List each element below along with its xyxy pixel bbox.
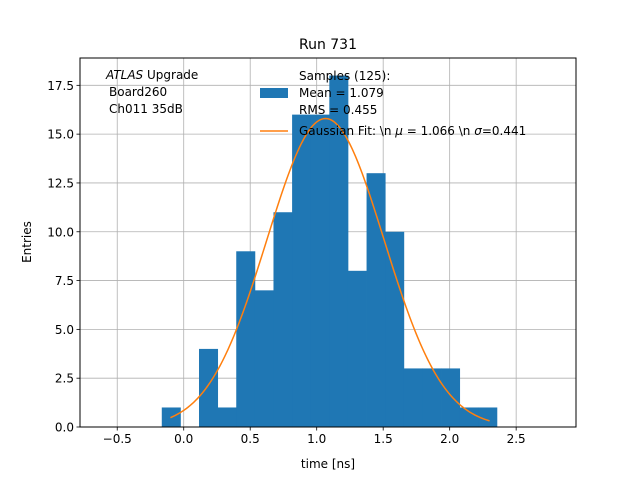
x-tick-label: 0.0 [174,432,193,446]
legend-histogram-name: Samples (125): [299,69,390,83]
legend-fit-label: Gaussian Fit: \n μ = 1.066 \n σ=0.441 [299,124,526,138]
plot-area: −0.5 0.0 0.5 1.0 1.5 2.0 2.5 0.0 2.5 5.0 7.5 10.0 12… [47,57,577,446]
gaussian-fit-line [170,117,490,422]
annotation-upgrade: Upgrade [143,68,198,82]
x-tick-label: 0.5 [241,432,260,446]
x-axis-label: time [ns] [301,457,355,471]
histogram-bar [329,75,349,428]
annotation-text: ATLAS Upgrade Board260 Ch011 35dB [105,68,198,116]
legend-histogram-rms: RMS = 0.455 [299,103,377,117]
legend: Samples (125): Mean = 1.079 RMS = 0.455 … [260,69,526,138]
legend-fit-prefix: Gaussian Fit: \n [299,124,395,138]
chart-title: Run 731 [299,37,357,53]
annotation-line-3: Ch011 35dB [109,102,183,116]
histogram-bar [385,231,405,427]
x-tick-label: 2.5 [507,432,526,446]
y-tick-label: 0.0 [55,421,74,435]
y-tick-label: 12.5 [47,176,74,190]
legend-histogram-mean: Mean = 1.079 [299,86,384,100]
annotation-line-1: ATLAS Upgrade [105,68,198,82]
histogram-bar [459,407,479,427]
x-tick-label: −0.5 [103,432,132,446]
y-tick-label: 10.0 [47,225,74,239]
histogram-bar [441,368,461,427]
y-axis-label: Entries [20,221,34,263]
histogram-bar [403,368,423,427]
histogram-bar [236,251,256,427]
legend-fit-mid: = 1.066 \n [403,124,474,138]
annotation-atlas: ATLAS [105,68,144,82]
y-tick-label: 17.5 [47,79,74,93]
axis-ticks: −0.5 0.0 0.5 1.0 1.5 2.0 2.5 0.0 2.5 5.0 7.5 10.0 12… [47,79,525,446]
plot-frame [79,57,577,428]
histogram-bar [292,114,312,427]
histogram-bar [273,212,293,427]
legend-swatch-histogram [260,88,288,98]
annotation-line-2: Board260 [109,85,167,99]
x-tick-label: 1.0 [307,432,326,446]
histogram-bar [310,114,330,427]
histogram-bar [254,290,274,427]
y-tick-label: 5.0 [55,323,74,337]
x-tick-label: 1.5 [374,432,393,446]
histogram-bar [217,407,237,427]
gaussian-fit [170,117,490,422]
y-tick-label: 2.5 [55,372,74,386]
legend-fit-suffix: =0.441 [482,124,526,138]
histogram-bar [366,173,386,427]
histogram-bar [347,270,367,427]
y-tick-label: 7.5 [55,274,74,288]
y-tick-label: 15.0 [47,128,74,142]
legend-fit-sigma: σ [474,124,482,138]
x-tick-label: 2.0 [440,432,459,446]
histogram-bar [478,407,498,427]
histogram-bar [199,348,219,427]
histogram-bars [161,75,498,428]
legend-fit-mu: μ [394,124,403,138]
histogram-bar [422,368,442,427]
